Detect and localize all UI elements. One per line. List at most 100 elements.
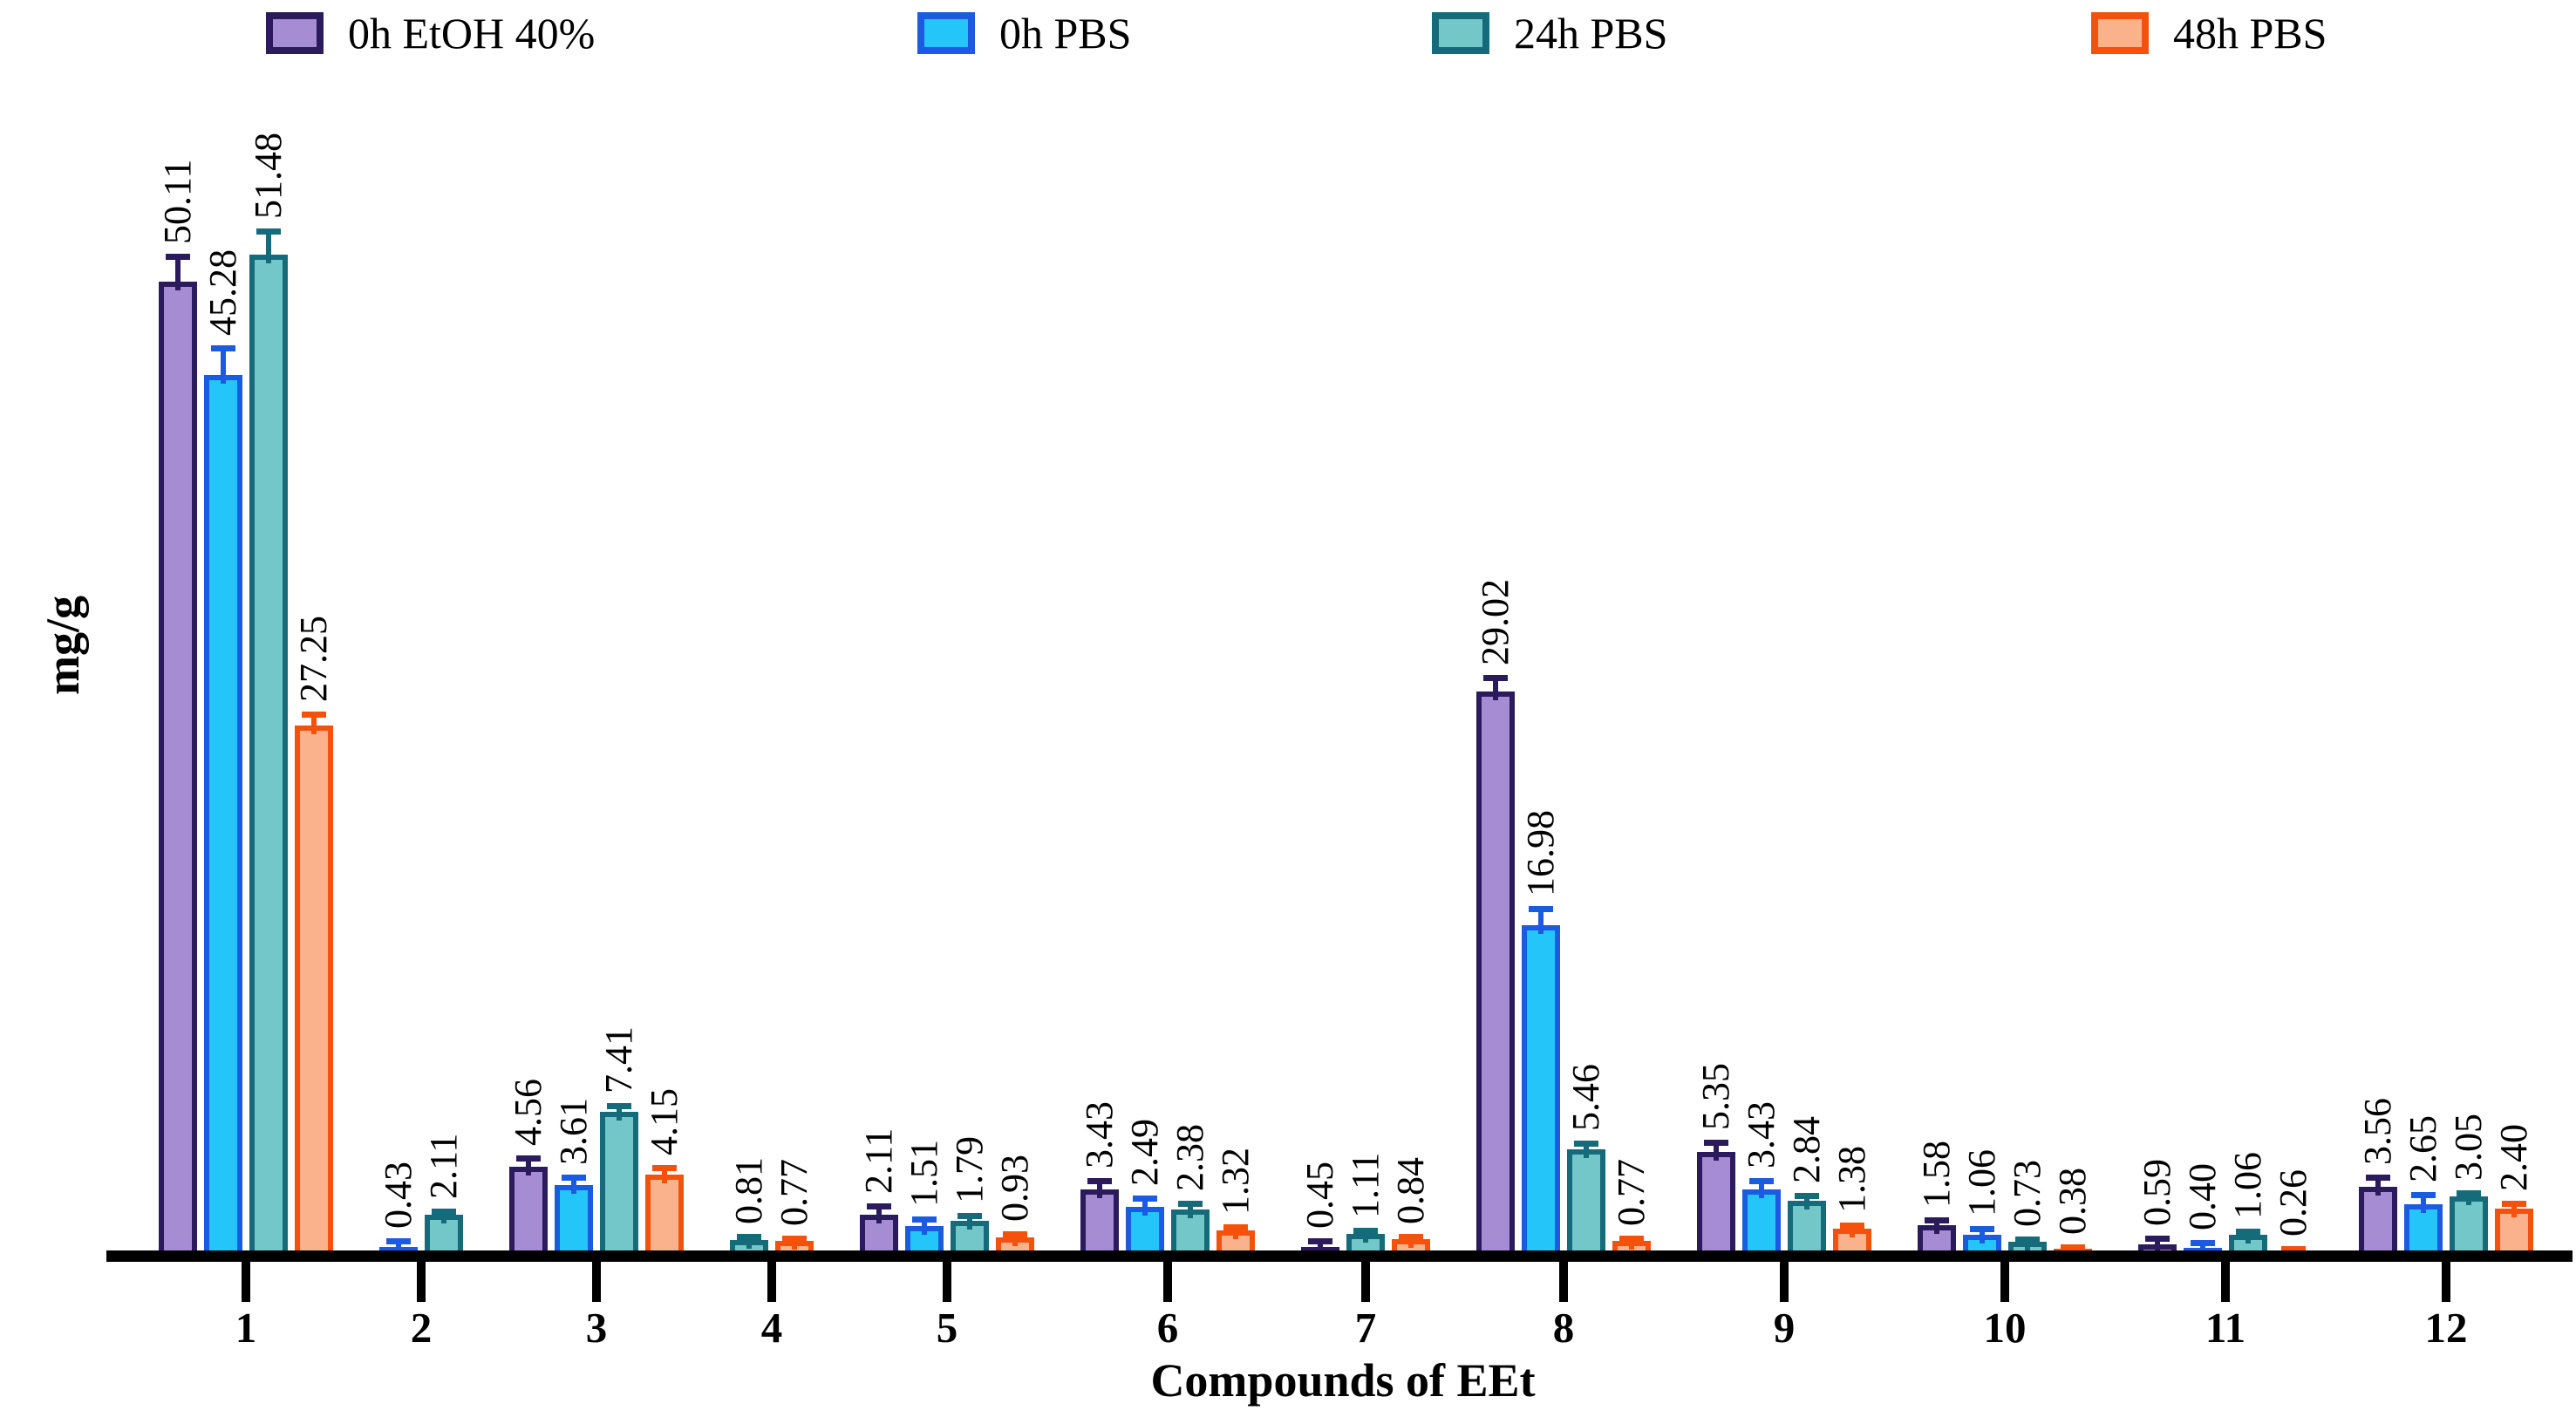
- error-bar-cap: [516, 1155, 541, 1162]
- error-bar-cap: [2366, 1175, 2390, 1181]
- bar: [509, 1167, 548, 1256]
- x-tick-label: 12: [2424, 1304, 2468, 1352]
- error-bar-stem: [266, 231, 271, 263]
- value-label-text: 0.93: [993, 1155, 1036, 1222]
- x-tick-label: 9: [1773, 1304, 1796, 1352]
- x-axis-title: Compounds of EEt: [1150, 1354, 1536, 1407]
- error-bar-cap: [562, 1175, 586, 1181]
- value-label-text: 3.43: [1078, 1101, 1121, 1168]
- bar: [204, 375, 242, 1256]
- bar: [2359, 1187, 2397, 1256]
- error-bar-cap: [1840, 1223, 1864, 1229]
- error-bar-stem: [1934, 1220, 1939, 1234]
- error-bar-cap: [432, 1209, 456, 1215]
- value-label-text: 0.38: [2051, 1168, 2094, 1235]
- error-bar-stem: [1629, 1238, 1634, 1250]
- error-bar-cap: [607, 1103, 631, 1109]
- x-tick: [1780, 1262, 1789, 1302]
- value-label-text: 1.11: [1344, 1152, 1387, 1218]
- error-bar-cap: [1087, 1178, 1112, 1184]
- error-bar-stem: [2155, 1238, 2160, 1253]
- bar: [1567, 1149, 1605, 1256]
- value-label-text: 29.02: [1474, 579, 1516, 665]
- value-label-text: 0.45: [1298, 1162, 1341, 1229]
- x-axis-line: [106, 1250, 2573, 1262]
- error-bar-stem: [2375, 1177, 2381, 1196]
- value-label-text: 0.81: [727, 1157, 770, 1224]
- value-label-text: 2.11: [857, 1128, 900, 1194]
- value-label-text: 50.11: [156, 159, 199, 244]
- x-tick-label: 8: [1552, 1304, 1575, 1352]
- error-bar-stem: [311, 714, 317, 734]
- value-label-text: 16.98: [1519, 810, 1562, 896]
- error-bar-stem: [1850, 1225, 1855, 1237]
- x-tick-label: 2: [410, 1304, 433, 1352]
- error-bar-stem: [396, 1241, 401, 1256]
- error-bar-stem: [1408, 1237, 1414, 1248]
- error-bar-stem: [175, 256, 181, 290]
- value-label-text: 51.48: [247, 133, 290, 219]
- error-bar-stem: [1142, 1198, 1148, 1216]
- x-tick: [943, 1262, 951, 1302]
- value-label-text: 7.41: [597, 1026, 640, 1094]
- value-label-text: 1.38: [1830, 1146, 1873, 1213]
- bar: [645, 1175, 684, 1256]
- x-tick: [592, 1262, 601, 1302]
- error-bar-cap: [2457, 1190, 2481, 1196]
- error-bar-stem: [1538, 909, 1544, 934]
- x-tick: [2000, 1262, 2009, 1302]
- error-bar-stem: [2200, 1243, 2205, 1257]
- error-bar-cap: [256, 228, 281, 235]
- error-bar-stem: [1584, 1143, 1589, 1158]
- value-label-text: 2.65: [2402, 1115, 2444, 1182]
- error-bar-cap: [867, 1203, 891, 1209]
- value-label-text: 1.79: [948, 1136, 991, 1203]
- bar: [600, 1112, 638, 1256]
- error-bar-cap: [2145, 1236, 2170, 1242]
- error-bar-cap: [737, 1234, 761, 1240]
- error-bar-stem: [2421, 1195, 2426, 1213]
- error-bar-cap: [652, 1165, 677, 1171]
- bar: [1522, 925, 1560, 1256]
- x-tick: [1559, 1262, 1568, 1302]
- error-bar-cap: [166, 254, 190, 260]
- error-bar-stem: [1759, 1181, 1764, 1198]
- error-bar-stem: [571, 1177, 576, 1194]
- value-label-text: 3.05: [2447, 1114, 2490, 1181]
- x-tick-label: 3: [585, 1304, 608, 1352]
- error-bar-cap: [2015, 1237, 2040, 1243]
- value-label-text: 2.84: [1785, 1116, 1828, 1183]
- error-bar-cap: [302, 712, 326, 718]
- error-bar-stem: [2466, 1193, 2471, 1205]
- value-label-text: 0.77: [1610, 1159, 1653, 1226]
- error-bar-stem: [441, 1211, 446, 1223]
- error-bar-stem: [2511, 1203, 2517, 1217]
- x-tick: [1163, 1262, 1172, 1302]
- error-bar-stem: [967, 1216, 972, 1230]
- error-bar-cap: [912, 1216, 937, 1223]
- error-bar-stem: [922, 1219, 927, 1235]
- bar: [1080, 1189, 1119, 1256]
- error-bar-cap: [1749, 1178, 1774, 1184]
- value-label-text: 4.15: [643, 1088, 685, 1155]
- error-bar-cap: [2191, 1240, 2215, 1246]
- error-bar-stem: [792, 1238, 797, 1250]
- x-tick-label: 11: [2205, 1304, 2246, 1352]
- bar: [295, 726, 333, 1256]
- value-label-text: 3.61: [552, 1098, 595, 1165]
- value-label-text: 2.40: [2492, 1124, 2535, 1191]
- value-label-text: 1.32: [1214, 1148, 1257, 1215]
- value-label-text: 2.38: [1169, 1124, 1211, 1191]
- error-bar-stem: [1318, 1241, 1323, 1256]
- x-tick: [2442, 1262, 2450, 1302]
- error-bar-stem: [1188, 1203, 1193, 1218]
- value-label-text: 4.56: [507, 1079, 549, 1146]
- error-bar-cap: [1704, 1140, 1728, 1146]
- bar: [1476, 692, 1515, 1256]
- error-bar-cap: [1619, 1236, 1644, 1242]
- x-tick-label: 1: [235, 1304, 257, 1352]
- bar: [2450, 1196, 2488, 1256]
- x-tick: [242, 1262, 250, 1302]
- bar: [1742, 1189, 1781, 1256]
